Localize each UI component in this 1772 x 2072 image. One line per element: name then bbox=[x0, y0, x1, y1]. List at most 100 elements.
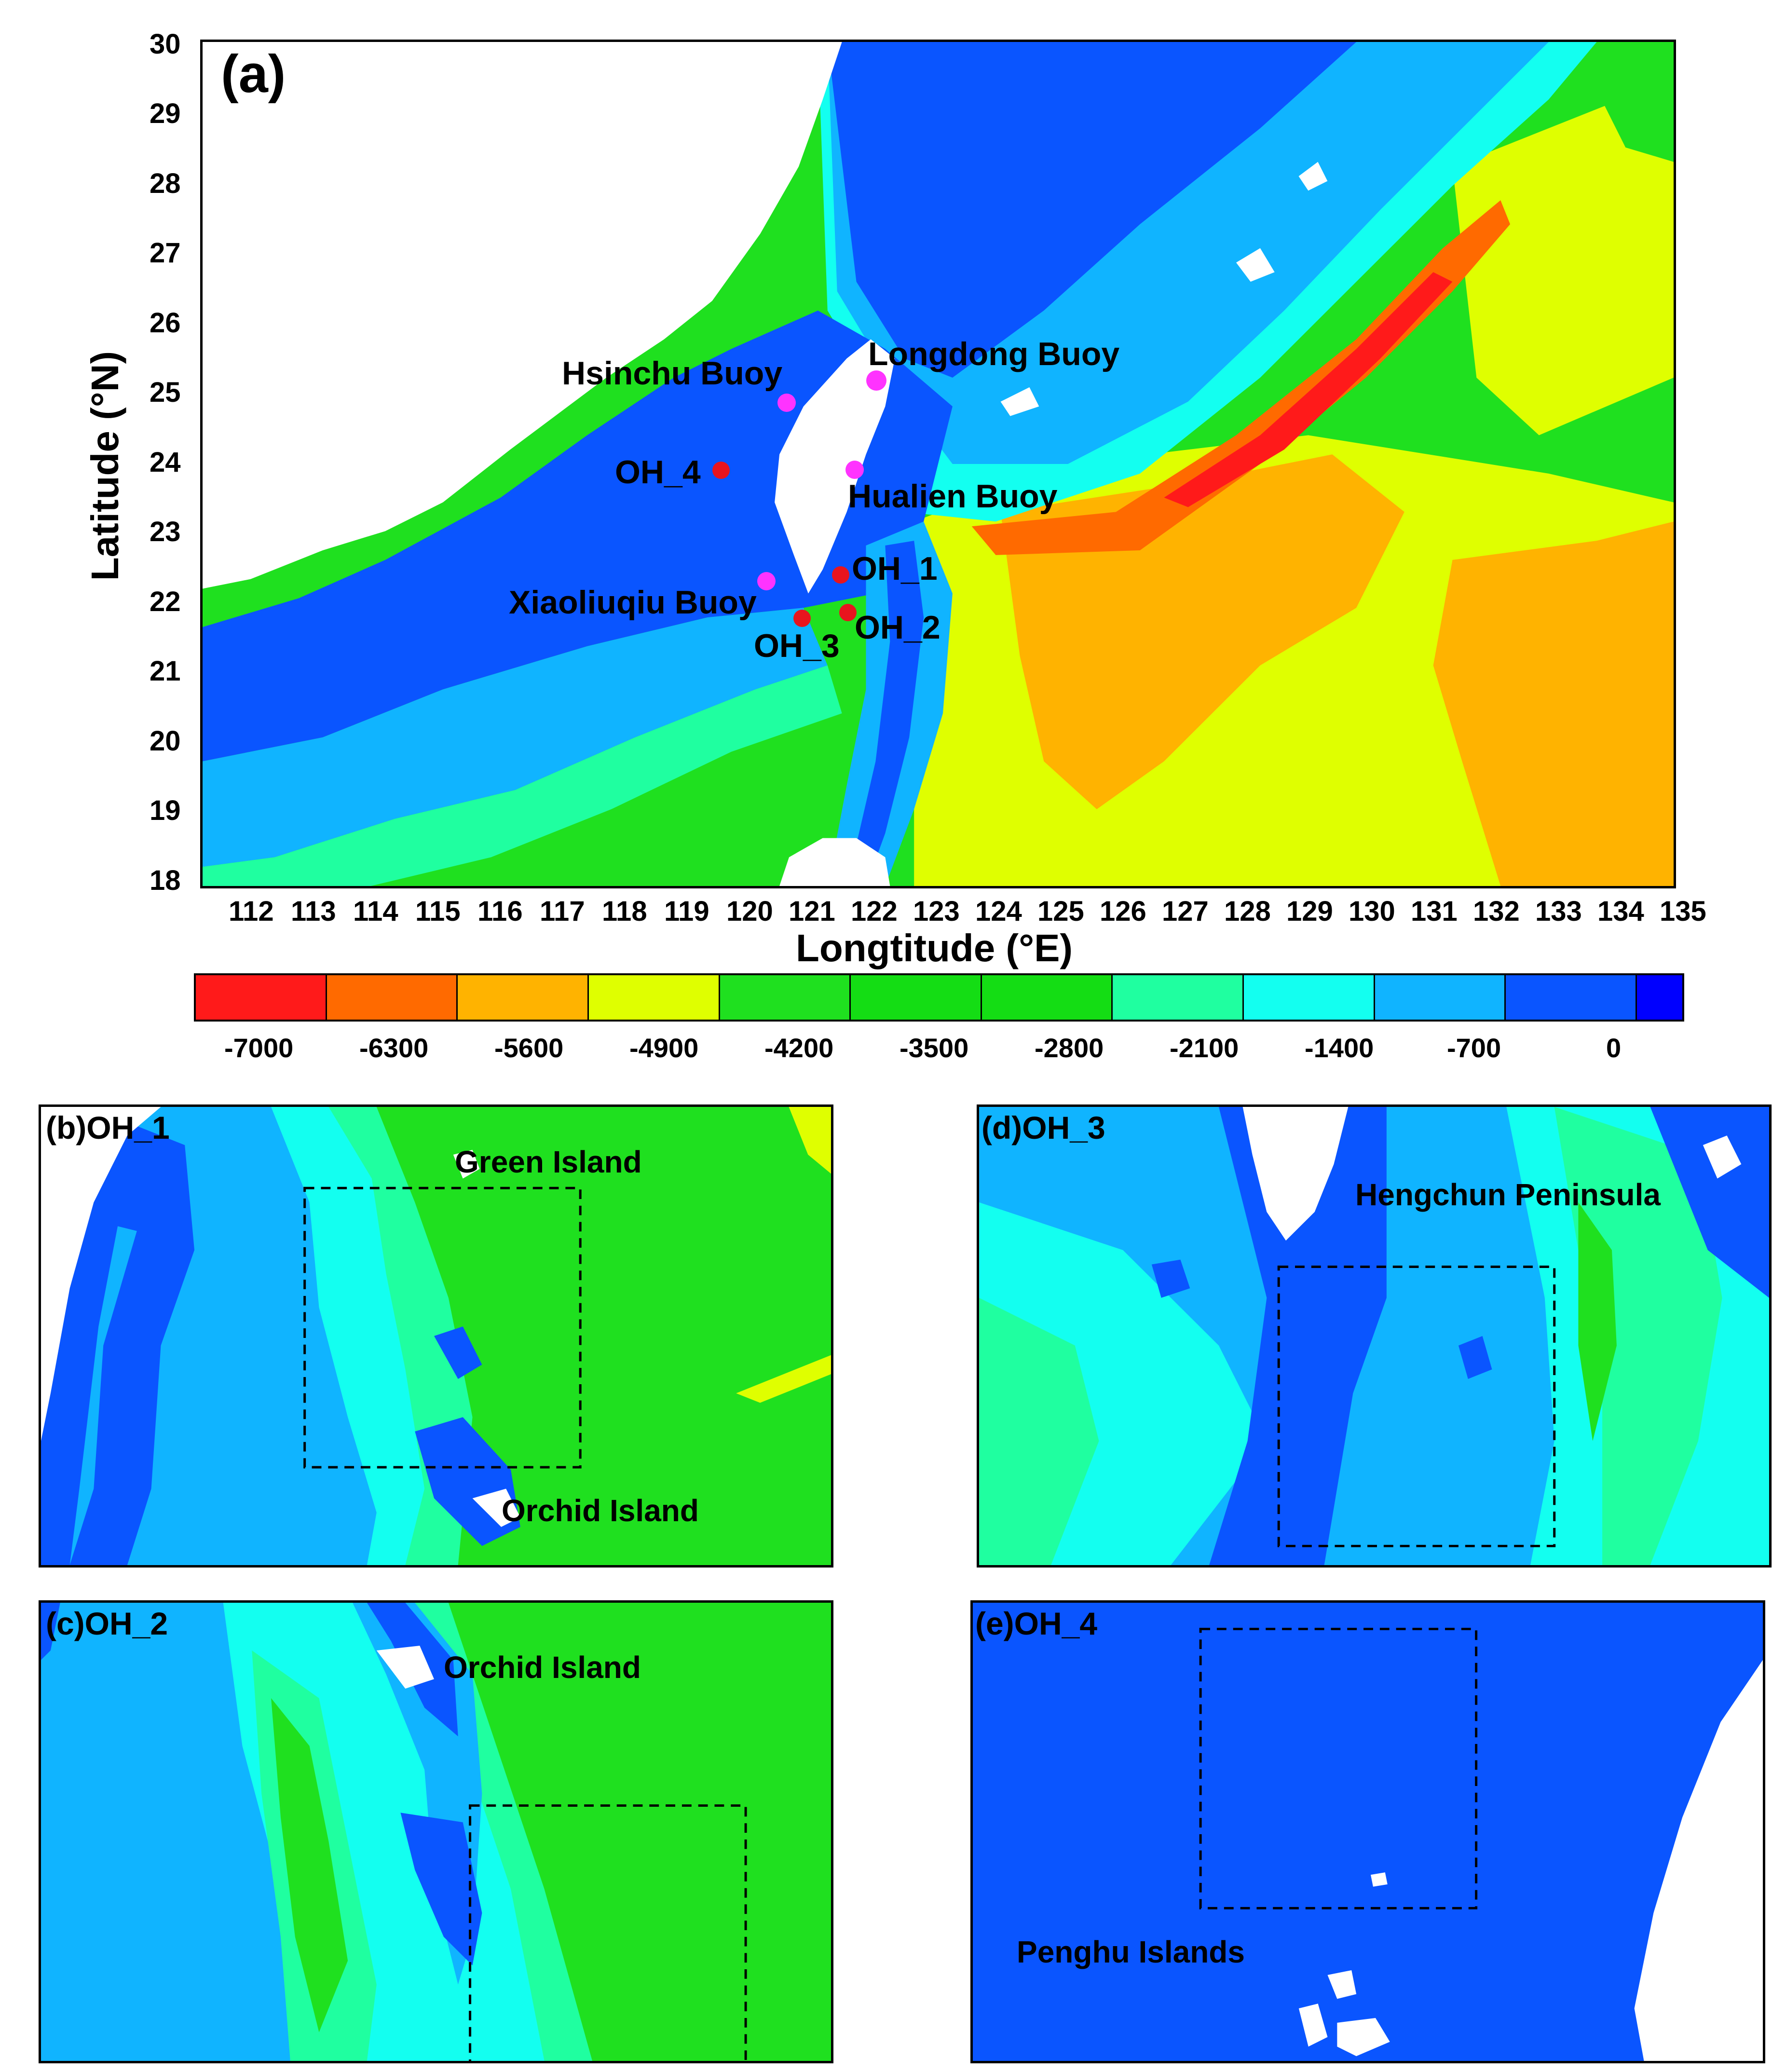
x-tick-116: 116 bbox=[477, 896, 523, 927]
x-tick-120: 120 bbox=[726, 896, 773, 927]
x-tick-118: 118 bbox=[602, 896, 647, 927]
x-tick-130: 130 bbox=[1349, 896, 1395, 927]
y-tick-27: 27 bbox=[150, 237, 181, 269]
hualien-buoy-marker bbox=[845, 461, 864, 479]
oh3-station-label: OH_3 bbox=[754, 627, 840, 664]
main-map-panel-label: (a) bbox=[221, 44, 286, 104]
colorbar-swatch-4 bbox=[720, 975, 851, 1020]
oh4-station-marker bbox=[712, 462, 730, 479]
x-tick-125: 125 bbox=[1037, 896, 1084, 927]
main-map-canvas bbox=[203, 42, 1674, 886]
colorbar-label-4: -4200 bbox=[764, 1033, 834, 1063]
subpanel-d-oh3 bbox=[977, 1104, 1772, 1568]
colorbar-label-2: -5600 bbox=[494, 1033, 564, 1063]
x-tick-129: 129 bbox=[1286, 896, 1333, 927]
colorbar-swatch-2 bbox=[458, 975, 589, 1020]
colorbar-swatch-5 bbox=[851, 975, 982, 1020]
subpanel-b-canvas bbox=[41, 1107, 831, 1565]
colorbar-swatch-10 bbox=[1506, 975, 1637, 1020]
southeast-orange-zone bbox=[1433, 521, 1674, 886]
hsinchu-buoy-label: Hsinchu Buoy bbox=[562, 355, 783, 392]
colorbar-label-3: -4900 bbox=[629, 1033, 699, 1063]
x-tick-123: 123 bbox=[913, 896, 960, 927]
y-tick-20: 20 bbox=[150, 725, 181, 757]
xiaoliuqiu-buoy-label: Xiaoliuqiu Buoy bbox=[509, 584, 757, 621]
y-tick-26: 26 bbox=[150, 307, 181, 339]
ryukyu-island-3 bbox=[1000, 387, 1039, 416]
taiwan-strait-shelf bbox=[203, 310, 953, 762]
x-tick-121: 121 bbox=[789, 896, 835, 927]
subpanel-b-orchid-island-label: Orchid Island bbox=[502, 1493, 699, 1528]
longdong-buoy-label: Longdong Buoy bbox=[868, 336, 1120, 372]
y-axis-title: Latitude (°N) bbox=[83, 351, 127, 581]
colorbar-swatch-7 bbox=[1113, 975, 1244, 1020]
x-tick-117: 117 bbox=[540, 896, 585, 927]
x-tick-126: 126 bbox=[1100, 896, 1146, 927]
oh3-station-marker bbox=[793, 610, 811, 627]
x-tick-124: 124 bbox=[975, 896, 1022, 927]
y-tick-21: 21 bbox=[150, 655, 181, 687]
colorbar-swatch-9 bbox=[1375, 975, 1506, 1020]
subpanel-b-title: (b)OH_1 bbox=[46, 1110, 170, 1145]
x-tick-114: 114 bbox=[353, 896, 398, 927]
south-china-sea-slope-lightblue bbox=[203, 608, 828, 867]
subpanel-b-oh1 bbox=[39, 1104, 833, 1568]
colorbar-label-5: -3500 bbox=[900, 1033, 969, 1063]
south-china-sea-slope-cyan bbox=[203, 665, 842, 886]
colorbar-label-1: -6300 bbox=[359, 1033, 429, 1063]
colorbar-swatch-6 bbox=[981, 975, 1113, 1020]
colorbar-swatch-11 bbox=[1637, 975, 1683, 1020]
x-tick-132: 132 bbox=[1473, 896, 1520, 927]
y-tick-23: 23 bbox=[150, 516, 181, 547]
colorbar-label-9: -700 bbox=[1447, 1033, 1501, 1063]
subpanel-e-penghu-label: Penghu Islands bbox=[1017, 1935, 1245, 1969]
x-tick-135: 135 bbox=[1660, 896, 1706, 927]
ryukyu-trench-deepest bbox=[1164, 272, 1453, 507]
subpanel-c-title: (c)OH_2 bbox=[46, 1606, 168, 1641]
colorbar bbox=[194, 973, 1684, 1022]
longdong-buoy-marker bbox=[866, 370, 886, 391]
y-tick-19: 19 bbox=[150, 795, 181, 826]
y-tick-22: 22 bbox=[150, 586, 181, 617]
x-tick-115: 115 bbox=[415, 896, 461, 927]
x-tick-134: 134 bbox=[1597, 896, 1644, 927]
taiwan-island bbox=[775, 339, 895, 594]
northeast-green-patch bbox=[1596, 61, 1674, 162]
x-tick-128: 128 bbox=[1224, 896, 1271, 927]
oh2-station-marker bbox=[839, 604, 857, 621]
y-tick-29: 29 bbox=[150, 98, 181, 129]
oh2-station-label: OH_2 bbox=[855, 609, 941, 646]
main-map-panel bbox=[200, 40, 1676, 888]
xiaoliuqiu-buoy-marker bbox=[757, 572, 776, 590]
x-tick-113: 113 bbox=[291, 896, 336, 927]
y-tick-24: 24 bbox=[150, 447, 181, 478]
oh1-station-marker bbox=[832, 566, 849, 584]
colorbar-label-8: -1400 bbox=[1305, 1033, 1374, 1063]
hsinchu-buoy-marker bbox=[777, 394, 796, 412]
luzon-island bbox=[779, 838, 890, 886]
y-tick-25: 25 bbox=[150, 377, 181, 408]
y-tick-28: 28 bbox=[150, 168, 181, 199]
subpanel-d-hengchun-label: Hengchun Peninsula bbox=[1355, 1177, 1661, 1212]
subpanel-c-canvas bbox=[41, 1603, 831, 2061]
x-tick-112: 112 bbox=[229, 896, 274, 927]
subpanel-c-oh2 bbox=[39, 1600, 833, 2063]
oh1-station-label: OH_1 bbox=[852, 550, 938, 587]
colorbar-label-0: -7000 bbox=[224, 1033, 294, 1063]
luzon-strait-deep bbox=[846, 541, 924, 886]
y-tick-30: 30 bbox=[150, 28, 181, 60]
colorbar-label-7: -2100 bbox=[1170, 1033, 1239, 1063]
ryukyu-island-1 bbox=[1298, 162, 1328, 191]
colorbar-label-6: -2800 bbox=[1035, 1033, 1104, 1063]
subpanel-b-green-island-label: Green Island bbox=[455, 1145, 642, 1179]
subpanel-e-oh4 bbox=[970, 1600, 1765, 2063]
china-mainland bbox=[203, 42, 842, 589]
x-tick-122: 122 bbox=[851, 896, 898, 927]
northeast-yellow-patch bbox=[1452, 99, 1674, 436]
colorbar-swatch-3 bbox=[588, 975, 720, 1020]
subpanel-d-canvas bbox=[979, 1107, 1769, 1565]
subpanel-e-title: (e)OH_4 bbox=[975, 1606, 1098, 1641]
subpanel-e-canvas bbox=[973, 1603, 1763, 2061]
y-tick-18: 18 bbox=[150, 865, 181, 896]
x-tick-133: 133 bbox=[1535, 896, 1582, 927]
